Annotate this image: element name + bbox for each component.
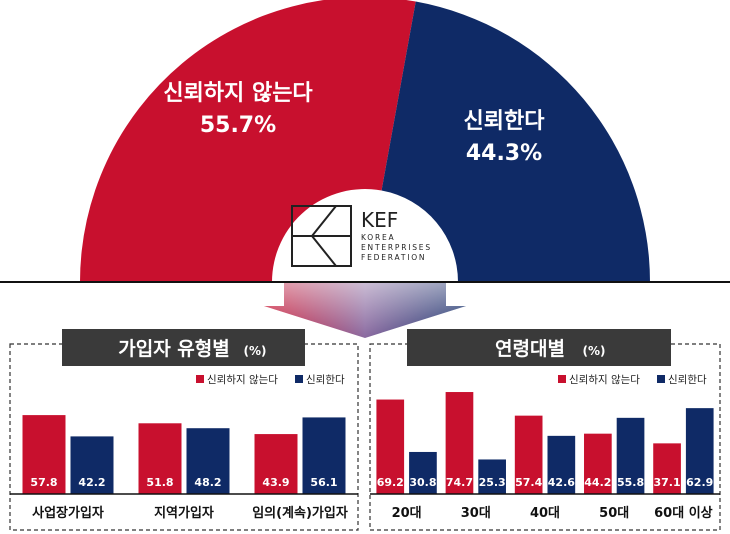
- bar-group: 69.2 30.8 20대 74.7 25.3 30대 57.4 42.6 40대 44.2 55.…: [376, 392, 714, 521]
- legend-swatch-trust: [657, 375, 665, 383]
- bar-trust: [547, 435, 576, 494]
- bar-value-label: 74.7: [446, 476, 473, 489]
- bar-value-label: 62.9: [686, 476, 713, 489]
- donut-slice-trust: [381, 1, 650, 283]
- bar-trust: [685, 408, 714, 494]
- category-label: 60대 이상: [654, 505, 713, 521]
- panel-title-unit: (%): [244, 344, 267, 358]
- bar-trust: [409, 451, 437, 494]
- bar-value-label: 69.2: [377, 476, 404, 489]
- bar-distrust: [138, 423, 182, 494]
- bar-value-label: 57.4: [515, 476, 542, 489]
- bar-distrust: [445, 392, 474, 494]
- bar-distrust: [584, 433, 612, 494]
- bar-value-label: 30.8: [409, 476, 436, 489]
- panel-border: [369, 343, 721, 531]
- panel-border: [9, 343, 359, 531]
- category-label: 20대: [392, 506, 422, 521]
- donut-label-distrust: 신뢰하지 않는다: [163, 81, 313, 106]
- bar-value-label: 43.9: [262, 476, 289, 489]
- donut-label-trust: 신뢰한다: [464, 109, 546, 134]
- category-label: 30대: [461, 506, 491, 521]
- donut-value-distrust: 55.7%: [200, 113, 276, 138]
- logo-line2: ENTERPRISES: [361, 243, 432, 252]
- bar-group: 57.8 42.2 사업장가입자 51.8 48.2 지역가입자 43.9 56.1 임의(계속…: [22, 415, 348, 521]
- bar-trust: [616, 417, 645, 494]
- donut-slice-distrust: [80, 0, 416, 282]
- bar-distrust: [376, 399, 405, 494]
- panel-title-box: [407, 329, 671, 366]
- legend-label-distrust: 신뢰하지 않는다: [207, 373, 278, 386]
- legend-label-distrust: 신뢰하지 않는다: [569, 373, 640, 386]
- panel-title-unit: (%): [583, 344, 606, 358]
- bar-value-label: 51.8: [146, 476, 173, 489]
- bar-trust: [186, 428, 230, 494]
- category-label: 50대: [599, 506, 629, 521]
- category-label: 임의(계속)가입자: [252, 505, 348, 521]
- panel-age-group: 연령대별 (%) 신뢰하지 않는다 신뢰한다 69.2 30.8 20대 74.7 25…: [369, 329, 721, 531]
- legend-swatch-distrust: [196, 375, 204, 383]
- bar-distrust: [22, 415, 66, 494]
- bar-value-label: 42.6: [548, 476, 575, 489]
- bar-distrust: [514, 415, 543, 494]
- bar-value-label: 37.1: [653, 476, 680, 489]
- bar-value-label: 48.2: [194, 476, 221, 489]
- panel-title: 연령대별: [495, 338, 565, 360]
- legend-swatch-trust: [295, 375, 303, 383]
- logo-line3: FEDERATION: [361, 253, 426, 262]
- bar-value-label: 55.8: [617, 476, 644, 489]
- panel-title: 가입자 유형별: [118, 338, 230, 360]
- legend-label-trust: 신뢰한다: [668, 374, 707, 386]
- category-label: 사업장가입자: [32, 505, 104, 521]
- panel-title-box: [62, 329, 305, 366]
- bar-value-label: 57.8: [30, 476, 57, 489]
- donut-value-trust: 44.3%: [466, 141, 542, 166]
- legend-swatch-distrust: [558, 375, 566, 383]
- bar-distrust: [254, 434, 298, 494]
- kef-logo: KEF KOREA ENTERPRISES FEDERATION: [291, 205, 432, 267]
- bar-distrust: [653, 443, 681, 494]
- bar-trust: [302, 417, 346, 494]
- down-arrow: [264, 283, 466, 338]
- bar-value-label: 42.2: [78, 476, 105, 489]
- category-label: 지역가입자: [154, 505, 214, 521]
- bar-value-label: 25.3: [479, 476, 506, 489]
- panel-subscriber-type: 가입자 유형별 (%) 신뢰하지 않는다 신뢰한다 57.8 42.2 사업장가입자…: [9, 329, 359, 531]
- legend-label-trust: 신뢰한다: [306, 374, 345, 386]
- donut-chart: 신뢰하지 않는다 55.7% 신뢰한다 44.3%: [80, 0, 650, 283]
- category-label: 40대: [530, 506, 560, 521]
- bar-value-label: 44.2: [584, 476, 611, 489]
- bar-value-label: 56.1: [310, 476, 337, 489]
- bar-trust: [70, 436, 114, 494]
- logo-line1: KOREA: [361, 233, 396, 242]
- bar-trust: [478, 459, 506, 494]
- logo-name: KEF: [361, 208, 398, 232]
